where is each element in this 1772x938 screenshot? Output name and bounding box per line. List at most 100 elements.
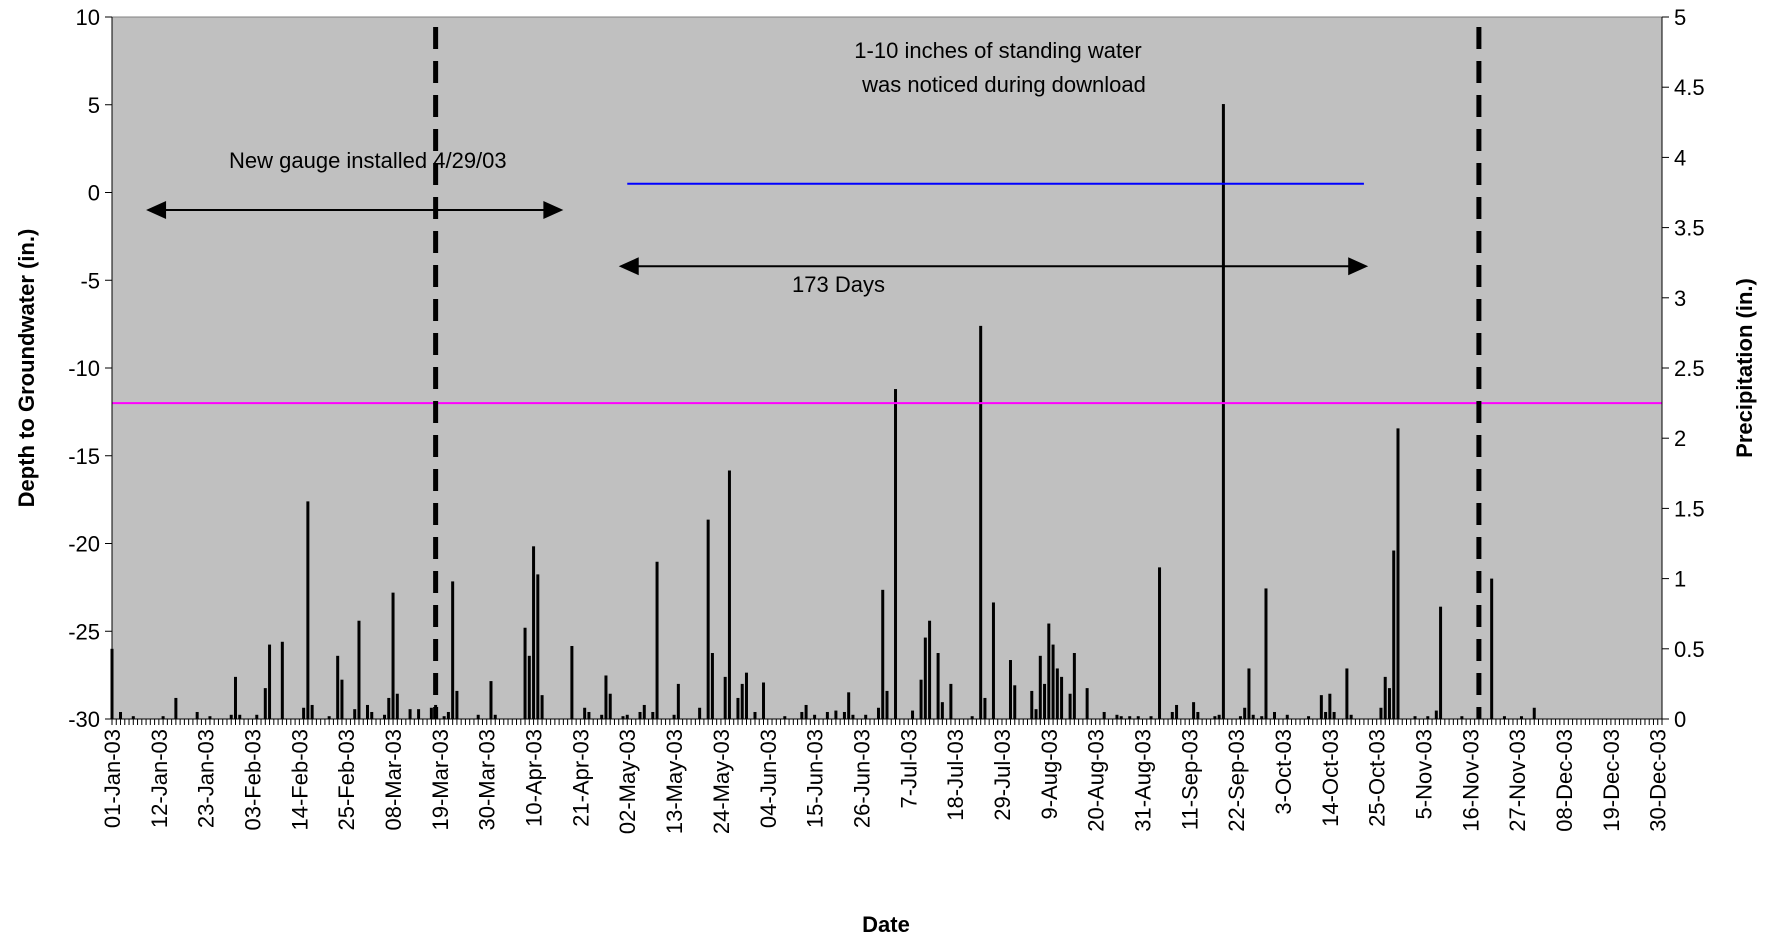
annotation-173-days: 173 Days xyxy=(792,272,885,297)
precip-bar xyxy=(489,681,493,719)
precip-bar xyxy=(523,627,527,719)
precip-bar xyxy=(698,707,702,719)
precip-bar xyxy=(1387,688,1391,719)
precip-bar xyxy=(195,711,199,719)
x-tick-label: 29-Jul-03 xyxy=(990,729,1015,821)
reference-lines xyxy=(112,27,1662,719)
x-tick-label: 04-Jun-03 xyxy=(756,729,781,828)
precip-bar xyxy=(383,714,387,719)
precip-bar xyxy=(417,709,421,719)
x-tick-label: 18-Jul-03 xyxy=(943,729,968,821)
precip-bar xyxy=(736,697,740,719)
precip-bar xyxy=(1392,550,1396,719)
precip-bar xyxy=(608,693,612,719)
x-tick-label: 30-Mar-03 xyxy=(475,729,500,830)
y-right-tick-label: 1 xyxy=(1674,567,1686,592)
precip-bar xyxy=(119,711,123,719)
precip-bar xyxy=(876,707,880,719)
precip-bar xyxy=(131,716,135,719)
x-tick-label: 13-May-03 xyxy=(662,729,687,834)
x-tick-label: 16-Nov-03 xyxy=(1458,729,1483,832)
precip-bar xyxy=(451,581,455,719)
precip-bar xyxy=(1170,711,1174,719)
precip-bar xyxy=(881,589,885,719)
precip-bar xyxy=(1251,714,1255,719)
precip-bar xyxy=(161,716,165,719)
precip-bar xyxy=(387,697,391,719)
x-tick-label: 23-Jan-03 xyxy=(194,729,219,828)
x-tick-label: 30-Dec-03 xyxy=(1646,729,1671,832)
x-tick-label: 08-Dec-03 xyxy=(1552,729,1577,832)
y-left-tick-label: 0 xyxy=(88,181,100,206)
precip-bar xyxy=(1383,676,1387,719)
x-tick-label: 26-Jun-03 xyxy=(849,729,874,828)
x-tick-label: 19-Dec-03 xyxy=(1599,729,1624,832)
x-tick-label: 15-Jun-03 xyxy=(803,729,828,828)
y-axis-right-title: Precipitation (in.) xyxy=(1732,278,1757,458)
precip-bar xyxy=(1328,693,1332,719)
y-right-tick-label: 4 xyxy=(1674,145,1686,170)
precip-bar xyxy=(1136,716,1140,719)
precip-bar xyxy=(310,704,314,719)
precip-bar xyxy=(429,707,433,719)
y-right-tick-label: 2.5 xyxy=(1674,356,1705,381)
precip-bar xyxy=(1502,716,1506,719)
x-tick-label: 08-Mar-03 xyxy=(381,729,406,830)
x-tick-label: 11-Sep-03 xyxy=(1177,729,1202,830)
precip-bar xyxy=(1008,660,1012,719)
precip-bar xyxy=(1349,714,1353,719)
x-tick-label: 7-Jul-03 xyxy=(896,729,921,808)
precip-bar xyxy=(1072,653,1076,719)
precip-bar xyxy=(1196,711,1200,719)
precip-bar xyxy=(327,716,331,719)
precip-bar xyxy=(1158,567,1162,719)
precip-bar xyxy=(940,702,944,719)
precip-bar xyxy=(527,655,531,719)
precip-bar xyxy=(885,690,889,719)
precip-bar xyxy=(1060,676,1064,719)
precip-bar xyxy=(1034,709,1038,719)
precip-bar xyxy=(604,675,608,719)
precip-bar xyxy=(621,716,625,719)
precip-bar xyxy=(540,695,544,719)
y-right-tick-label: 5 xyxy=(1674,5,1686,30)
y-left-tick-label: -20 xyxy=(68,532,100,557)
x-tick-label: 27-Nov-03 xyxy=(1505,729,1530,832)
y-right-tick-label: 0 xyxy=(1674,707,1686,732)
precip-bar xyxy=(208,716,212,719)
annotation-standing-water-line2: was noticed during download xyxy=(861,72,1146,97)
precip-bar xyxy=(532,546,536,719)
x-tick-label: 25-Feb-03 xyxy=(334,729,359,831)
x-tick-label: 22-Sep-03 xyxy=(1224,729,1249,832)
precip-bar xyxy=(583,707,587,719)
precip-bar xyxy=(1128,716,1132,719)
x-tick-label: 14-Feb-03 xyxy=(287,729,312,831)
y-right-tick-label: 2 xyxy=(1674,426,1686,451)
precip-bar xyxy=(1085,688,1089,719)
precip-bar xyxy=(727,470,731,719)
precip-bar xyxy=(983,697,987,719)
axes xyxy=(105,16,1669,725)
precip-bar xyxy=(1396,428,1400,719)
precip-bar xyxy=(1068,693,1072,719)
x-tick-label: 01-Jan-03 xyxy=(100,729,125,828)
annotations: New gauge installed 4/29/03 173 Days 1-1… xyxy=(146,38,1369,297)
precip-bar xyxy=(1043,683,1047,719)
precip-bar xyxy=(651,711,655,719)
y-right-tick-label: 4.5 xyxy=(1674,75,1705,100)
precip-bar xyxy=(825,711,829,719)
precip-bar xyxy=(804,704,808,719)
y-right-tick-label: 3.5 xyxy=(1674,216,1705,241)
precip-bar xyxy=(911,710,915,719)
precip-bar xyxy=(949,683,953,719)
precip-bar xyxy=(919,679,923,719)
precip-bar xyxy=(979,325,983,719)
days-arrow-head-right xyxy=(1348,257,1369,276)
y-left-tick-label: -30 xyxy=(68,707,100,732)
precip-bar xyxy=(1175,704,1179,719)
precip-bar xyxy=(340,679,344,719)
y-left-tick-label: -10 xyxy=(68,356,100,381)
precip-bar xyxy=(1413,716,1417,719)
y-right-tick-label: 1.5 xyxy=(1674,496,1705,521)
x-tick-label: 24-May-03 xyxy=(709,729,734,834)
